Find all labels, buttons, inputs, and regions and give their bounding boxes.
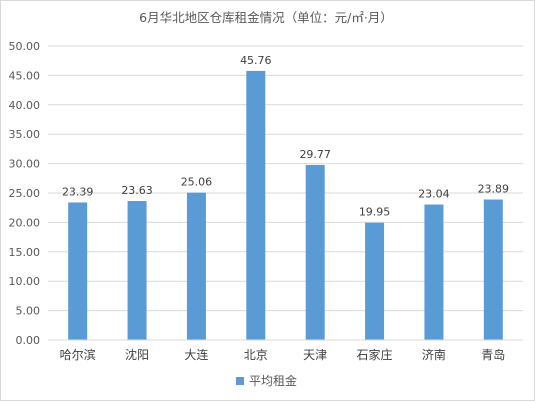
data-label: 23.63	[121, 184, 153, 197]
bar	[186, 192, 206, 340]
bar	[365, 222, 385, 340]
bar	[68, 202, 88, 340]
y-tick-label: 25.00	[9, 187, 41, 200]
x-tick-label: 哈尔滨	[60, 347, 96, 362]
y-tick-label: 45.00	[9, 69, 41, 82]
x-tick-label: 大连	[184, 347, 208, 362]
x-tick-label: 济南	[422, 347, 446, 362]
x-tick-label: 沈阳	[125, 347, 149, 362]
data-label: 23.89	[478, 183, 510, 196]
y-tick-label: 30.00	[9, 158, 41, 171]
bar	[127, 201, 147, 340]
bar	[305, 164, 325, 340]
y-tick-label: 20.00	[9, 216, 41, 229]
bar	[424, 204, 444, 340]
x-tick-label: 石家庄	[357, 347, 393, 362]
data-label: 23.39	[62, 185, 94, 198]
bar	[246, 70, 266, 340]
bars	[68, 70, 503, 340]
y-tick-label: 40.00	[9, 99, 41, 112]
gridlines	[48, 45, 523, 312]
y-tick-label: 0.00	[16, 334, 41, 347]
data-labels: 23.39 23.63 25.06 45.76 29.77 19.95 23.04 23.89	[62, 54, 509, 219]
x-tick-label: 青岛	[481, 347, 505, 362]
chart-title: 6月华北地区仓库租金情况（单位：元/㎡·月）	[139, 10, 393, 25]
x-axis-ticks: 哈尔滨 沈阳 大连 北京 天津 石家庄 济南 青岛	[60, 347, 506, 362]
y-tick-label: 10.00	[9, 275, 41, 288]
y-tick-label: 5.00	[16, 305, 41, 318]
y-axis-ticks: 0.00 5.00 10.00 15.00 20.00 25.00 30.00 35.00 40…	[9, 40, 41, 347]
legend-label: 平均租金	[249, 373, 297, 388]
data-label: 19.95	[359, 206, 391, 219]
data-label: 23.04	[418, 188, 450, 201]
y-tick-label: 15.00	[9, 246, 41, 259]
legend-swatch	[236, 377, 244, 385]
legend: 平均租金	[236, 373, 297, 388]
y-tick-label: 35.00	[9, 128, 41, 141]
data-label: 45.76	[240, 54, 272, 67]
y-tick-label: 50.00	[9, 40, 41, 53]
data-label: 25.06	[181, 176, 213, 189]
x-tick-label: 天津	[303, 348, 327, 362]
data-label: 29.77	[299, 148, 331, 161]
x-tick-label: 北京	[244, 348, 268, 362]
bar	[483, 199, 503, 340]
